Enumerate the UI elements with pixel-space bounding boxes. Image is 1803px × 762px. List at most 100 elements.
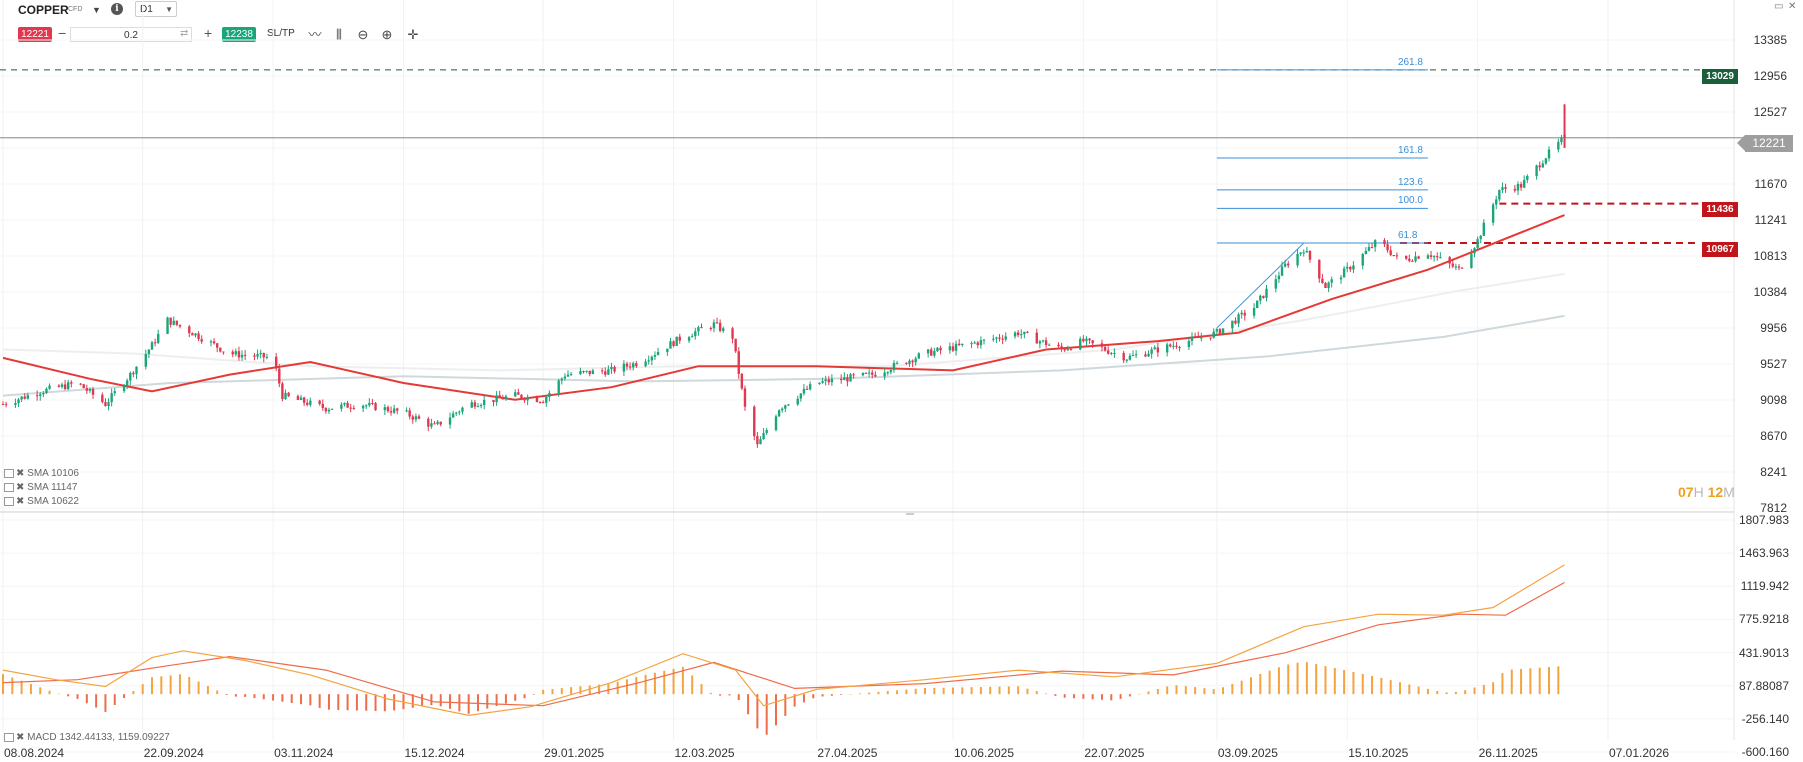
zoom-in-icon[interactable]: ⊕ — [381, 27, 393, 42]
volume-decrease-button[interactable]: − — [58, 25, 67, 41]
macd-histogram-bar — [765, 694, 768, 735]
candle-body — [1426, 255, 1430, 259]
candle-body — [1324, 283, 1327, 289]
legend-toggle-icon[interactable] — [4, 732, 14, 742]
candle-body — [1106, 350, 1110, 354]
candle-body — [1001, 338, 1004, 340]
candle-body — [48, 385, 51, 389]
macd-histogram-bar — [346, 694, 349, 711]
candle-body — [1, 404, 5, 406]
macd-histogram-bar — [1045, 693, 1048, 695]
legend-macd[interactable]: ✖ MACD 1342.44133, 1159.09227 — [4, 732, 170, 743]
minimize-icon[interactable]: ▭ — [1774, 1, 1784, 12]
date-tick-label: 03.11.2024 — [274, 746, 334, 760]
candle-body — [653, 355, 657, 357]
candle-body — [613, 366, 616, 372]
legend-label: MACD 1342.44133, 1159.09227 — [27, 732, 170, 743]
candle-body — [259, 352, 262, 355]
candle-body — [169, 317, 172, 325]
close-icon[interactable]: ✖ — [16, 496, 25, 507]
swap-icon[interactable]: ⇄ — [180, 28, 189, 39]
macd-histogram-bar — [1007, 686, 1010, 695]
candle-body — [1349, 266, 1352, 270]
candle-body — [666, 348, 669, 353]
candle-body — [867, 372, 871, 374]
buy-button[interactable]: 12238 — [222, 27, 256, 42]
macd-histogram-bar — [178, 674, 181, 695]
macd-histogram-bar — [1492, 682, 1495, 695]
candle-body — [995, 337, 998, 339]
candle-body — [517, 392, 520, 395]
macd-histogram-bar — [1454, 691, 1457, 695]
sma-slow-line — [2, 272, 1565, 372]
close-icon[interactable]: ✖ — [16, 732, 25, 743]
timeframe-select[interactable]: D1 ▼ — [135, 1, 177, 17]
candle-body — [324, 407, 328, 412]
candle-body — [321, 403, 324, 408]
candle-body — [861, 372, 865, 376]
candle-body — [557, 380, 560, 393]
macd-histogram-bar — [383, 694, 386, 712]
macd-histogram-bar — [197, 681, 200, 695]
price-tick-label: 12956 — [1753, 69, 1787, 84]
legend-toggle-icon[interactable] — [4, 468, 14, 478]
info-icon[interactable]: i — [111, 3, 123, 15]
macd-histogram-bar — [216, 690, 219, 695]
candle-body — [1386, 244, 1389, 251]
candle-body — [1389, 250, 1392, 256]
crosshair-icon[interactable]: ✛ — [407, 27, 419, 42]
candle-body — [917, 353, 921, 359]
candle-body — [231, 351, 234, 355]
candle-body — [1122, 352, 1125, 361]
macd-histogram-bar — [914, 688, 917, 695]
macd-histogram-bar — [1063, 694, 1066, 698]
sltp-button[interactable]: SL/TP — [267, 28, 295, 39]
candle-body — [1088, 338, 1091, 341]
candle-body — [14, 403, 17, 405]
candle-body — [777, 410, 781, 417]
volume-input[interactable]: 0.2 — [70, 27, 192, 42]
candle-body — [1501, 187, 1504, 191]
legend-sma-1[interactable]: ✖ SMA 10106 — [4, 468, 79, 479]
line-chart-icon[interactable]: 〰 — [308, 27, 322, 42]
symbol-dropdown-icon[interactable]: ▼ — [92, 5, 101, 15]
macd-histogram-bar — [905, 689, 908, 695]
macd-histogram-bar — [1426, 688, 1429, 695]
legend-sma-3[interactable]: ✖ SMA 10622 — [4, 496, 79, 507]
candle-body — [1035, 332, 1038, 344]
candle-body — [808, 384, 812, 390]
macd-histogram-bar — [523, 694, 526, 699]
close-icon[interactable]: ✖ — [16, 482, 25, 493]
candle-body — [448, 417, 452, 425]
candle-body — [1023, 331, 1026, 335]
legend-sma-2[interactable]: ✖ SMA 11147 — [4, 482, 77, 493]
candle-body — [458, 411, 461, 413]
symbol-title[interactable]: COPPER — [18, 3, 69, 17]
legend-toggle-icon[interactable] — [4, 482, 14, 492]
candle-body — [846, 377, 849, 382]
price-tick-label: 10813 — [1753, 248, 1787, 263]
macd-tick-label: 87.88087 — [1738, 678, 1789, 693]
candle-body — [1522, 179, 1526, 188]
candle-body — [1513, 188, 1517, 191]
close-icon[interactable]: ✖ — [16, 468, 25, 479]
zoom-out-icon[interactable]: ⊖ — [357, 27, 369, 42]
volume-increase-button[interactable]: + — [204, 25, 213, 41]
fib-label: 261.8 — [1397, 56, 1423, 68]
macd-histogram-bar — [1548, 667, 1551, 695]
macd-histogram-bar — [1138, 693, 1141, 695]
macd-histogram-bar — [570, 687, 573, 695]
candle-body — [243, 354, 247, 356]
price-tick-label: 9956 — [1760, 320, 1787, 335]
candle-body — [439, 421, 442, 425]
candlestick-icon[interactable]: ⫼ — [336, 27, 342, 42]
sell-button[interactable]: 12221 — [18, 27, 52, 42]
candle-body — [234, 351, 238, 355]
candle-body — [998, 337, 1001, 339]
close-icon[interactable]: ✕ — [1788, 1, 1797, 12]
candle-body — [1113, 352, 1116, 354]
candle-body — [1066, 348, 1070, 351]
candle-body — [715, 322, 719, 324]
legend-toggle-icon[interactable] — [4, 496, 14, 506]
